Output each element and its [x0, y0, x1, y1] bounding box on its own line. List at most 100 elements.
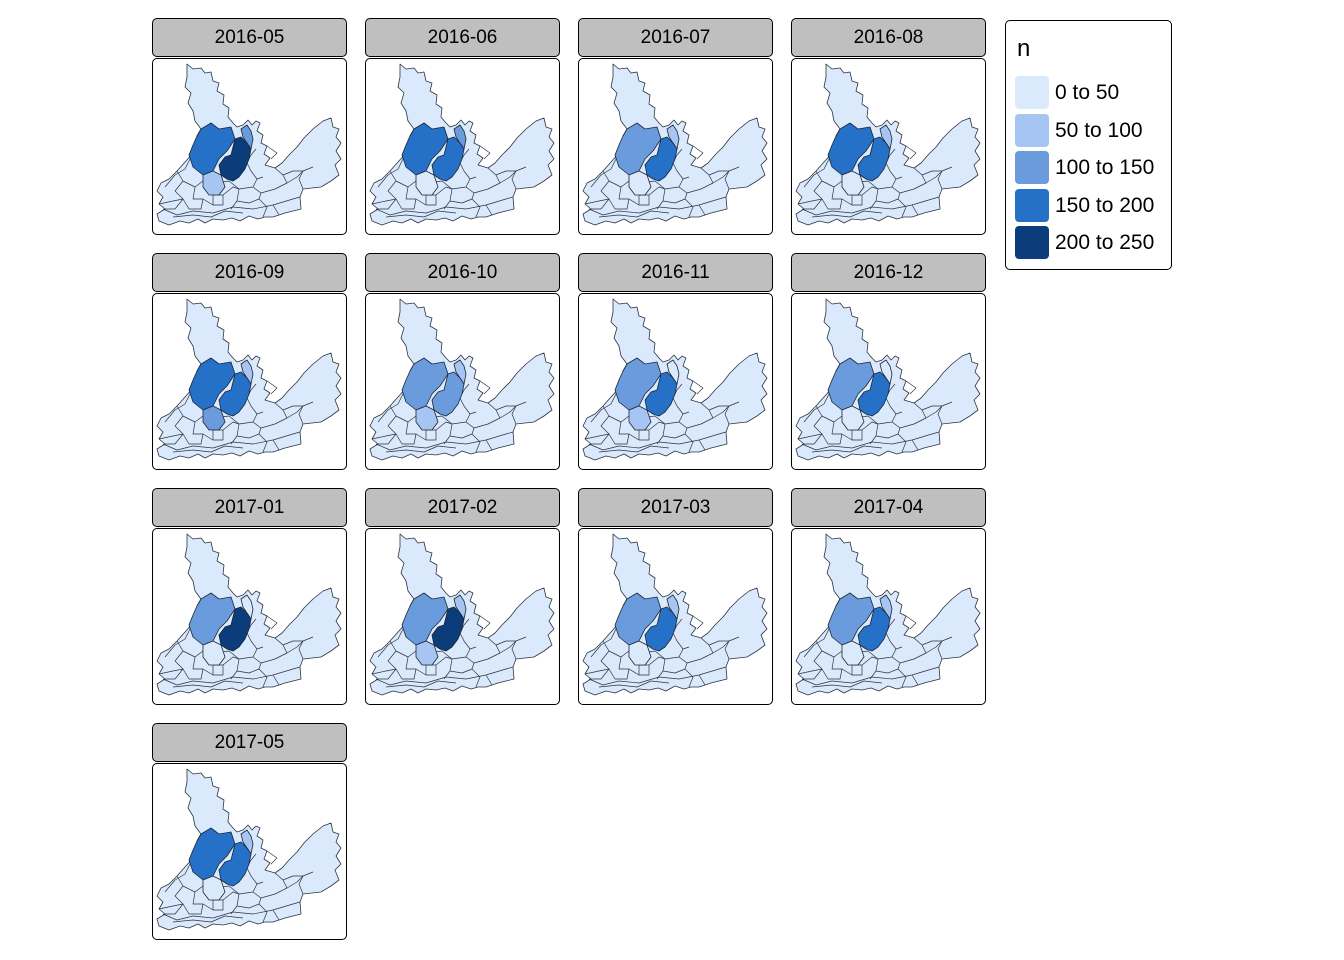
district-border — [158, 903, 184, 910]
district-border — [252, 656, 268, 688]
region-west-center — [628, 405, 652, 431]
district-border — [628, 198, 640, 206]
region-center — [857, 371, 891, 417]
district-border — [165, 640, 184, 680]
facet-strip-label: 2016-12 — [791, 253, 986, 292]
district-border — [451, 411, 477, 425]
district-border — [656, 435, 664, 445]
legend-title: n — [1017, 35, 1031, 62]
choropleth-map — [156, 768, 342, 931]
district-border — [698, 674, 706, 686]
district-border — [415, 668, 427, 676]
district-border — [853, 415, 899, 439]
district-border — [162, 196, 301, 216]
district-border — [214, 180, 260, 204]
district-border — [495, 405, 516, 411]
district-border — [230, 200, 238, 210]
facet-panel: 2016-10 — [365, 253, 560, 475]
district-border — [648, 186, 666, 196]
district-border — [905, 145, 917, 160]
facet-strip-label: 2016-08 — [791, 18, 986, 57]
district-border — [921, 170, 942, 176]
region-west-center — [202, 170, 226, 196]
district-border — [238, 881, 264, 895]
district-border — [435, 421, 453, 431]
legend-item: 150 to 200 — [1015, 188, 1165, 223]
facet-strip-label: 2016-07 — [578, 18, 773, 57]
region-center — [644, 136, 678, 182]
district-border — [465, 421, 481, 453]
district-border — [877, 176, 903, 190]
legend-color-key — [1015, 151, 1049, 185]
district-border — [202, 668, 214, 676]
district-border — [801, 666, 940, 686]
district-border — [435, 656, 453, 666]
district-border — [172, 445, 244, 453]
district-border — [230, 670, 238, 680]
district-border — [584, 433, 610, 440]
region-north — [401, 357, 449, 411]
region-center — [218, 136, 252, 182]
choropleth-map — [795, 298, 981, 461]
map-panel — [152, 763, 347, 940]
district-border — [686, 636, 740, 664]
map-panel — [791, 293, 986, 470]
legend-color-key — [1015, 226, 1049, 260]
choropleth-map — [369, 533, 555, 696]
district-border — [230, 435, 238, 445]
district-border — [266, 850, 278, 865]
district-border — [260, 166, 314, 194]
region-east-center — [453, 124, 467, 150]
district-border — [841, 198, 853, 206]
district-border — [158, 668, 184, 675]
district-border — [877, 411, 903, 425]
facet-strip-label: 2017-01 — [152, 488, 347, 527]
district-border — [511, 640, 517, 660]
district-border — [238, 411, 264, 425]
district-border — [591, 640, 610, 680]
district-border — [451, 646, 477, 660]
region-north — [401, 122, 449, 176]
district-border — [686, 166, 740, 194]
district-border — [495, 640, 516, 646]
district-border — [588, 196, 727, 216]
district-border — [443, 670, 451, 680]
map-panel — [365, 58, 560, 235]
legend: n 0 to 50 50 to 100 100 to 150 150 to 200 20… — [1005, 20, 1172, 270]
region-east-center — [666, 359, 680, 385]
district-border — [640, 415, 686, 439]
district-border — [804, 170, 823, 210]
district-border — [377, 152, 407, 188]
district-border — [377, 622, 407, 658]
region-east-center — [240, 829, 254, 855]
facet-strip-label: 2016-05 — [152, 18, 347, 57]
district-border — [891, 421, 907, 453]
district-border — [164, 622, 194, 658]
district-border — [443, 435, 451, 445]
district-border — [861, 421, 879, 431]
district-border — [678, 656, 694, 688]
district-border — [485, 204, 493, 216]
district-border — [804, 405, 823, 445]
map-panel — [578, 528, 773, 705]
district-border — [588, 431, 727, 451]
map-panel — [791, 58, 986, 235]
district-border — [899, 166, 953, 194]
district-border — [937, 640, 943, 660]
district-border — [921, 405, 942, 411]
map-panel — [365, 528, 560, 705]
district-border — [485, 674, 493, 686]
region-north — [827, 122, 875, 176]
district-border — [172, 915, 244, 923]
legend-item: 50 to 100 — [1015, 113, 1165, 148]
district-border — [378, 405, 397, 445]
legend-label: 0 to 50 — [1055, 81, 1120, 104]
facet-strip-label: 2016-09 — [152, 253, 347, 292]
region-west-center — [628, 640, 652, 666]
choropleth-map — [795, 533, 981, 696]
legend-label: 50 to 100 — [1055, 118, 1143, 142]
choropleth-map — [369, 63, 555, 226]
district-border — [443, 200, 451, 210]
region-north — [188, 122, 236, 176]
district-border — [648, 421, 666, 431]
